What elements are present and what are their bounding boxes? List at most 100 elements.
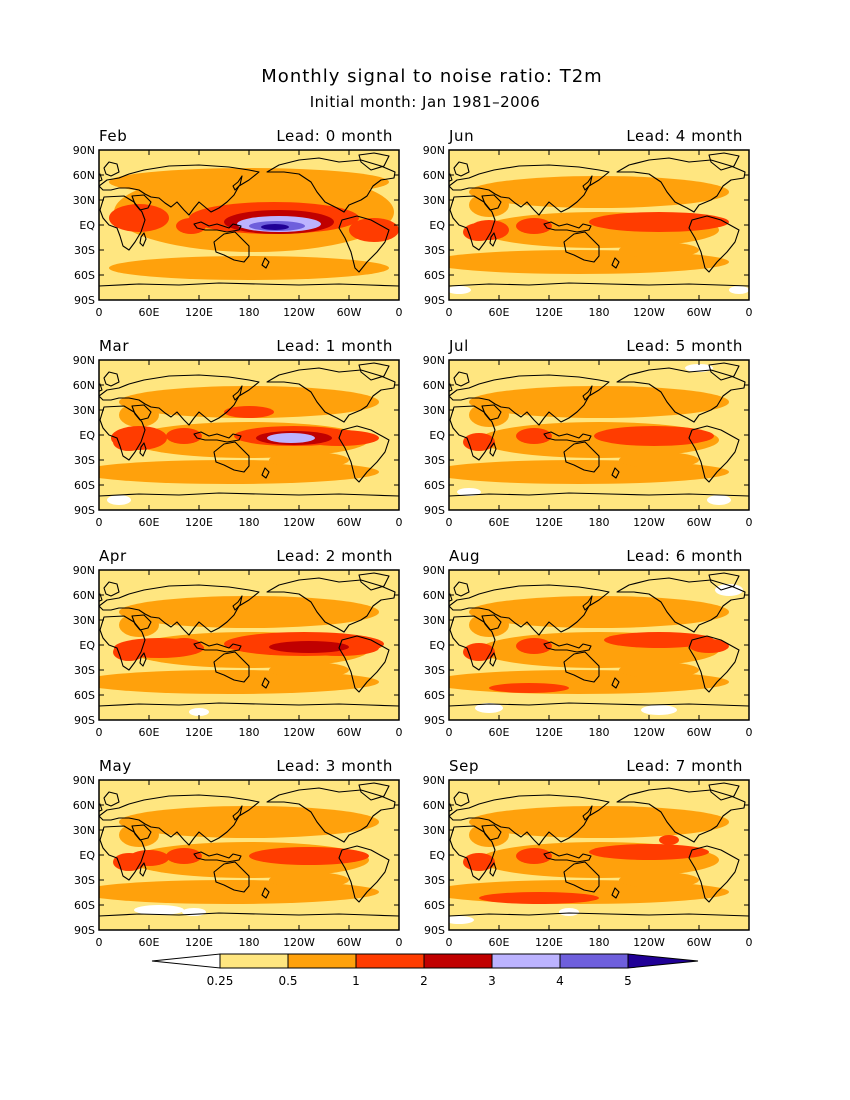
lon-tick-label: 120E: [185, 306, 213, 319]
field-layer: [449, 360, 749, 510]
lon-tick-label: 0: [746, 306, 753, 319]
figure-title: Monthly signal to noise ratio: T2m: [261, 66, 602, 87]
panel-lead: Lead: 2 month: [276, 547, 393, 565]
panel-lead: Lead: 0 month: [276, 127, 393, 145]
lon-tick-label: 60E: [139, 936, 160, 949]
lat-tick-label: 90N: [423, 354, 445, 367]
field-layer: [99, 150, 399, 300]
panel-month: Apr: [99, 547, 127, 565]
lon-tick-label: 0: [396, 936, 403, 949]
lat-tick-label: 60N: [73, 379, 95, 392]
lon-tick-label: 0: [396, 306, 403, 319]
lon-tick-label: 60E: [139, 306, 160, 319]
lon-tick-label: 0: [96, 306, 103, 319]
lat-tick-label: 30N: [423, 404, 445, 417]
lon-tick-label: 120W: [633, 726, 665, 739]
lon-tick-label: 60E: [489, 936, 510, 949]
lon-tick-label: 0: [96, 516, 103, 529]
lat-tick-label: 60S: [424, 479, 445, 492]
lat-tick-label: 90S: [424, 504, 445, 517]
lon-tick-label: 120E: [185, 516, 213, 529]
lon-tick-label: 180: [239, 306, 260, 319]
lon-tick-label: 120W: [633, 936, 665, 949]
lat-tick-label: 30N: [73, 824, 95, 837]
figure-subtitle: Initial month: Jan 1981–2006: [310, 93, 541, 111]
lon-tick-label: 180: [589, 726, 610, 739]
colorbar: 0.25 0.5 1 2 3 4 5: [151, 953, 699, 988]
field-layer: [449, 780, 749, 930]
panel-lead: Lead: 4 month: [626, 127, 743, 145]
lon-tick-label: 60W: [337, 306, 362, 319]
lat-tick-label: 90S: [424, 924, 445, 937]
colorbar-segment: [627, 953, 699, 969]
lat-tick-label: 60N: [423, 799, 445, 812]
lon-tick-label: 0: [446, 726, 453, 739]
lon-tick-label: 60E: [489, 306, 510, 319]
panel-month: Feb: [99, 127, 127, 145]
lat-tick-label: EQ: [429, 639, 445, 652]
lat-tick-label: 90S: [74, 924, 95, 937]
colorbar-segment: [491, 953, 561, 969]
lon-tick-label: 60E: [489, 726, 510, 739]
colorbar-label: 0.25: [207, 974, 234, 988]
colorbar-label: 2: [420, 974, 428, 988]
lat-tick-label: 30N: [423, 824, 445, 837]
lon-tick-label: 60W: [687, 516, 712, 529]
lon-tick-label: 60W: [687, 726, 712, 739]
lat-tick-label: 90S: [74, 294, 95, 307]
lon-tick-label: 0: [446, 516, 453, 529]
panel-month: Sep: [449, 757, 479, 775]
lon-tick-label: 0: [96, 936, 103, 949]
colorbar-label: 3: [488, 974, 496, 988]
field-layer: [99, 570, 399, 720]
lat-tick-label: 30N: [73, 614, 95, 627]
lon-tick-label: 180: [589, 516, 610, 529]
lon-tick-label: 0: [446, 306, 453, 319]
lat-tick-label: 90N: [423, 144, 445, 157]
lon-tick-label: 120E: [535, 306, 563, 319]
lat-tick-label: 60S: [74, 269, 95, 282]
lat-tick-label: EQ: [79, 639, 95, 652]
colorbar-segment: [355, 953, 425, 969]
lon-tick-label: 60W: [337, 726, 362, 739]
lat-tick-label: 30S: [424, 454, 445, 467]
lat-tick-label: 90S: [74, 714, 95, 727]
lat-tick-label: 60N: [423, 379, 445, 392]
colorbar-label: 5: [624, 974, 632, 988]
colorbar-label: 4: [556, 974, 564, 988]
lon-tick-label: 0: [446, 936, 453, 949]
lon-tick-label: 60W: [687, 936, 712, 949]
lat-tick-label: EQ: [79, 219, 95, 232]
lat-tick-label: 90S: [74, 504, 95, 517]
lon-tick-label: 60E: [139, 516, 160, 529]
panel-month: Mar: [99, 337, 129, 355]
lat-tick-label: 30N: [423, 614, 445, 627]
lat-tick-label: 90N: [73, 144, 95, 157]
lon-tick-label: 0: [746, 516, 753, 529]
lat-tick-label: 30S: [424, 874, 445, 887]
lat-tick-label: 60N: [423, 169, 445, 182]
lat-tick-label: 90N: [423, 564, 445, 577]
lat-tick-label: 60S: [424, 899, 445, 912]
field-layer: [99, 780, 399, 930]
lat-tick-label: 30S: [74, 454, 95, 467]
lat-tick-label: 30N: [73, 404, 95, 417]
lat-tick-label: 90S: [424, 714, 445, 727]
panel-lead: Lead: 1 month: [276, 337, 393, 355]
lat-tick-label: EQ: [429, 219, 445, 232]
panel-lead: Lead: 6 month: [626, 547, 743, 565]
lon-tick-label: 0: [396, 726, 403, 739]
lon-tick-label: 120E: [185, 936, 213, 949]
lat-tick-label: 90S: [424, 294, 445, 307]
lon-tick-label: 120E: [185, 726, 213, 739]
lat-tick-label: 30S: [424, 244, 445, 257]
colorbar-segment: [151, 953, 221, 969]
lat-tick-label: 60N: [423, 589, 445, 602]
panel-month: Jul: [448, 337, 469, 355]
colorbar-segment: [219, 953, 289, 969]
